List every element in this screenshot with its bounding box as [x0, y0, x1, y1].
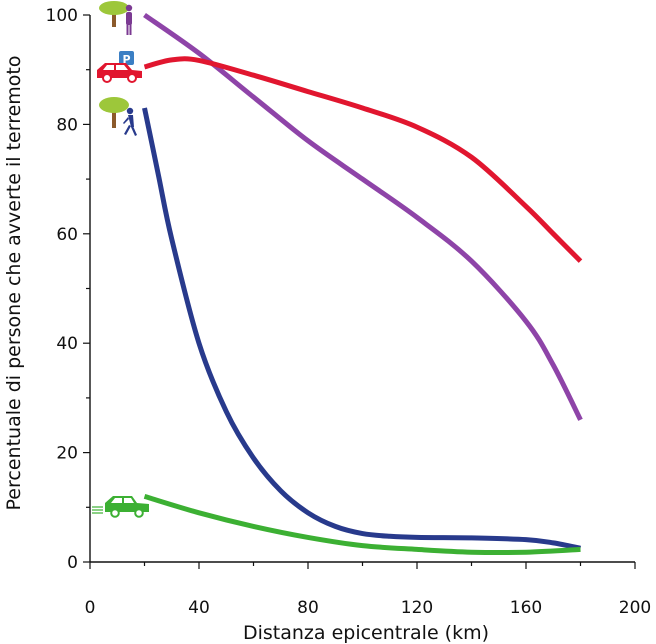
y-axis-label: Percentuale di persone che avverte il te…	[3, 56, 25, 511]
series-layer	[142, 12, 583, 555]
x-tick-label: 0	[85, 598, 96, 618]
person-standing-tree-icon	[99, 1, 133, 35]
x-tick-label: 40	[188, 598, 210, 618]
y-tick-label: 100	[46, 6, 78, 26]
x-tick-label: 120	[401, 598, 433, 618]
series-line-2	[142, 107, 581, 551]
axes: 0 20 40 60 80 100 0 40 80 120 160 200 Distanza epice…	[3, 6, 651, 644]
y-tick-label: 20	[56, 444, 78, 464]
y-tick-label: 0	[67, 553, 78, 573]
moving-car-icon	[92, 496, 149, 518]
series-line-1	[143, 56, 583, 263]
y-tick-label: 80	[56, 115, 78, 135]
x-tick-label: 200	[619, 598, 651, 618]
parked-car-icon: P	[97, 51, 142, 83]
x-axis-label: Distanza epicentrale (km)	[243, 622, 489, 644]
y-tick-label: 40	[56, 334, 78, 354]
series-line-0	[143, 12, 583, 421]
series-icons: P	[92, 1, 149, 518]
x-tick-label: 80	[297, 598, 319, 618]
person-walking-tree-icon	[99, 97, 137, 136]
x-tick-label: 160	[510, 598, 542, 618]
series-line-3	[143, 494, 581, 555]
svg-text:P: P	[122, 53, 130, 66]
y-tick-label: 60	[56, 225, 78, 245]
